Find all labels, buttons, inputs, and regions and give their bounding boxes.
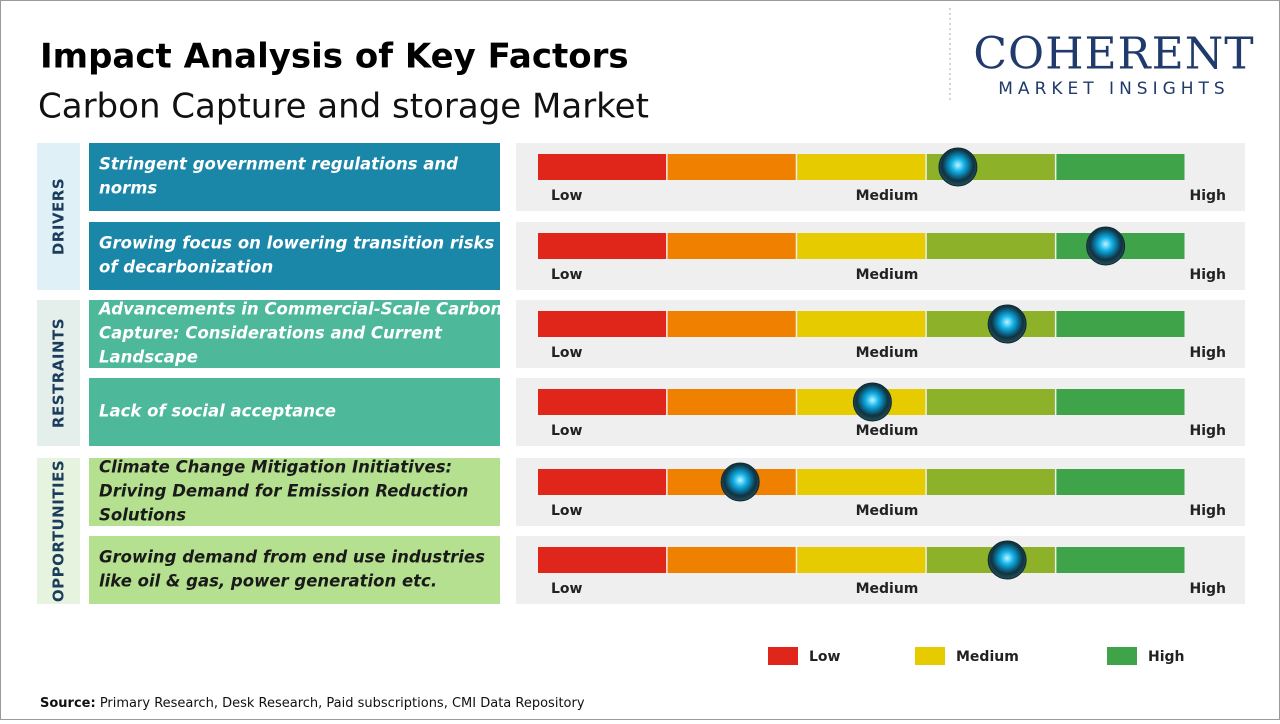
factor-text: like oil & gas, power generation etc. <box>99 572 437 591</box>
gauge-segment <box>797 233 926 259</box>
gauge-segment <box>538 311 667 337</box>
gauge-segment <box>538 154 667 180</box>
source: Source: Primary Research, Desk Research,… <box>40 696 585 711</box>
gauge-segment <box>1056 389 1185 415</box>
gauge-segment <box>926 233 1055 259</box>
title: Impact Analysis of Key Factors <box>40 37 629 77</box>
scale-label: Medium <box>856 188 919 204</box>
scale-label: Low <box>551 345 583 361</box>
gauge-segment <box>667 233 796 259</box>
knob <box>852 382 892 422</box>
source-label: Source: <box>40 696 96 711</box>
scale-label: High <box>1189 503 1226 519</box>
knob <box>987 540 1027 580</box>
group-label: DRIVERS <box>50 178 68 255</box>
gauge-segment <box>926 389 1055 415</box>
gauge-segment <box>538 389 667 415</box>
factor-box <box>89 300 500 368</box>
gauge-segment <box>1056 311 1185 337</box>
knob <box>720 462 760 502</box>
gauge-segment <box>797 154 926 180</box>
gauge-segment <box>538 547 667 573</box>
factor-text: of decarbonization <box>99 258 273 277</box>
legend-label: High <box>1148 649 1185 665</box>
group-box <box>37 300 80 446</box>
logo-name: COHERENT <box>973 29 1254 80</box>
factor-box <box>89 222 500 290</box>
source-text: Primary Research, Desk Research, Paid su… <box>96 696 585 711</box>
legend-swatch <box>1107 647 1137 665</box>
scale-label: Medium <box>856 267 919 283</box>
scale-label: Medium <box>856 503 919 519</box>
gauge-segment <box>797 469 926 495</box>
factor-text: Lack of social acceptance <box>99 402 336 421</box>
legend-label: Medium <box>956 649 1019 665</box>
scale-label: Low <box>551 581 583 597</box>
scale-label: Medium <box>856 345 919 361</box>
group-label: RESTRAINTS <box>50 318 68 428</box>
group-label: OPPORTUNITIES <box>50 460 68 602</box>
scale-label: High <box>1189 345 1226 361</box>
group-box <box>37 143 80 290</box>
gauge-segment <box>667 154 796 180</box>
gauge-segment <box>926 469 1055 495</box>
subtitle: Carbon Capture and storage Market <box>38 87 649 127</box>
scale-label: Low <box>551 188 583 204</box>
gauge-segment <box>538 469 667 495</box>
gauge-segment <box>667 389 796 415</box>
knob <box>1086 226 1126 266</box>
knob <box>987 304 1027 344</box>
group-box <box>37 458 80 604</box>
factor-text: Driving Demand for Emission Reduction <box>99 482 468 501</box>
scale-label: High <box>1189 581 1226 597</box>
gauge-segment <box>1056 469 1185 495</box>
scale-label: High <box>1189 423 1226 439</box>
legend-label: Low <box>809 649 841 665</box>
factor-text: Landscape <box>99 348 198 367</box>
scale-label: Medium <box>856 423 919 439</box>
factor-box <box>89 143 500 211</box>
logo-tagline: MARKET INSIGHTS <box>998 79 1229 99</box>
factor-text: Stringent government regulations and <box>99 155 458 174</box>
gauge-segment <box>797 311 926 337</box>
factor-text: Solutions <box>99 506 186 525</box>
factor-box <box>89 378 500 446</box>
gauge-segment <box>667 311 796 337</box>
factor-text: Climate Change Mitigation Initiatives: <box>99 458 452 477</box>
factor-text: Growing demand from end use industries <box>99 548 485 567</box>
gauge-segment <box>1056 154 1185 180</box>
factor-box <box>89 536 500 604</box>
factor-box <box>89 458 500 526</box>
gauge-segment <box>1056 547 1185 573</box>
scale-label: High <box>1189 188 1226 204</box>
gauge-segment <box>667 547 796 573</box>
legend-swatch <box>915 647 945 665</box>
scale-label: Low <box>551 503 583 519</box>
factor-text: Growing focus on lowering transition ris… <box>99 234 495 253</box>
scale-label: Low <box>551 423 583 439</box>
gauge-segment <box>538 233 667 259</box>
knob <box>938 147 978 187</box>
scale-label: High <box>1189 267 1226 283</box>
scale-label: Medium <box>856 581 919 597</box>
factor-text: Capture: Considerations and Current <box>99 324 443 343</box>
factor-text: norms <box>99 179 157 198</box>
scale-label: Low <box>551 267 583 283</box>
factor-text: Advancements in Commercial-Scale Carbon <box>97 300 502 319</box>
gauge-segment <box>797 547 926 573</box>
legend-swatch <box>768 647 798 665</box>
